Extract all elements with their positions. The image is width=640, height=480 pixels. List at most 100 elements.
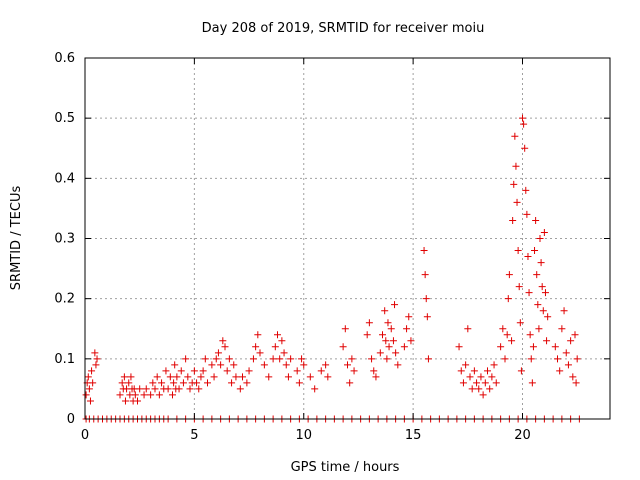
data-point: [544, 313, 552, 321]
data-point: [121, 397, 129, 405]
data-point: [134, 397, 141, 405]
data-point: [391, 301, 399, 309]
data-point: [179, 379, 187, 387]
data-point: [287, 355, 295, 363]
data-point: [562, 349, 570, 357]
data-points: [82, 114, 583, 423]
data-point: [534, 301, 542, 309]
data-point: [293, 367, 301, 375]
y-tick-label: 0.6: [54, 51, 75, 66]
data-point: [424, 355, 432, 363]
data-point: [243, 379, 251, 387]
data-point: [376, 349, 384, 357]
data-point: [384, 319, 392, 327]
data-point: [295, 379, 303, 387]
data-point: [529, 343, 537, 351]
y-tick-label: 0.1: [54, 352, 75, 367]
data-point: [151, 385, 159, 393]
data-point: [541, 289, 549, 297]
data-point: [503, 331, 511, 339]
data-point: [350, 367, 358, 375]
y-axis-label: SRMTID / TECUs: [9, 186, 24, 291]
data-point: [517, 367, 525, 375]
data-point: [173, 373, 181, 381]
data-point: [421, 271, 429, 279]
data-point: [199, 367, 207, 375]
data-point: [131, 391, 139, 399]
data-point: [524, 253, 532, 261]
data-point: [527, 355, 535, 363]
data-point: [490, 361, 498, 369]
data-point: [280, 349, 288, 357]
data-point: [149, 379, 157, 387]
data-point: [407, 337, 415, 345]
data-point: [324, 373, 332, 381]
data-point: [91, 349, 99, 357]
y-tick-label: 0.3: [54, 232, 75, 247]
data-point: [84, 373, 92, 381]
data-point: [317, 367, 325, 375]
data-point: [510, 180, 518, 188]
y-tick-label: 0.5: [54, 111, 75, 126]
data-point: [214, 349, 222, 357]
data-point: [142, 385, 150, 393]
data-point: [459, 379, 467, 387]
data-point: [508, 337, 516, 345]
data-point: [470, 367, 478, 375]
data-point: [217, 361, 225, 369]
data-point: [572, 379, 580, 387]
x-axis-label: GPS time / hours: [291, 460, 400, 475]
data-point: [513, 198, 521, 206]
data-point: [516, 319, 524, 327]
data-point: [232, 373, 240, 381]
data-point: [536, 235, 544, 242]
data-point: [341, 325, 349, 333]
data-point: [370, 367, 378, 375]
data-point: [554, 355, 561, 363]
data-point: [348, 355, 356, 363]
data-point: [276, 355, 284, 363]
data-point: [514, 247, 522, 255]
y-tick-label: 0: [67, 412, 75, 427]
data-point: [569, 373, 577, 381]
data-point: [239, 373, 246, 381]
data-point: [92, 361, 100, 369]
data-point: [93, 355, 101, 363]
data-point: [193, 379, 201, 387]
data-point: [484, 367, 491, 375]
data-point: [269, 355, 277, 363]
data-point: [523, 210, 531, 218]
data-point: [473, 379, 481, 387]
data-point: [210, 373, 218, 381]
data-point: [322, 361, 330, 369]
data-point: [271, 343, 279, 351]
x-tick-label: 15: [405, 428, 422, 443]
data-point: [365, 319, 373, 327]
data-point: [363, 331, 371, 339]
data-point: [511, 132, 519, 140]
data-point: [177, 367, 185, 375]
data-point: [466, 373, 474, 381]
data-point: [405, 313, 413, 321]
data-point: [346, 379, 354, 387]
data-point: [481, 379, 489, 387]
data-point: [256, 349, 264, 357]
data-point: [223, 367, 231, 375]
data-point: [344, 361, 351, 369]
data-point: [85, 385, 93, 393]
data-point: [86, 397, 94, 405]
data-point: [457, 367, 465, 375]
data-point: [543, 337, 551, 345]
data-point: [182, 355, 190, 363]
data-point: [479, 391, 487, 399]
data-point: [521, 144, 529, 152]
data-point: [519, 114, 526, 122]
data-point: [153, 373, 161, 381]
x-tick-label: 20: [514, 428, 531, 443]
data-point: [184, 373, 192, 381]
data-point: [535, 325, 543, 333]
data-point: [403, 325, 411, 333]
data-point: [201, 355, 209, 363]
data-point: [208, 361, 216, 369]
